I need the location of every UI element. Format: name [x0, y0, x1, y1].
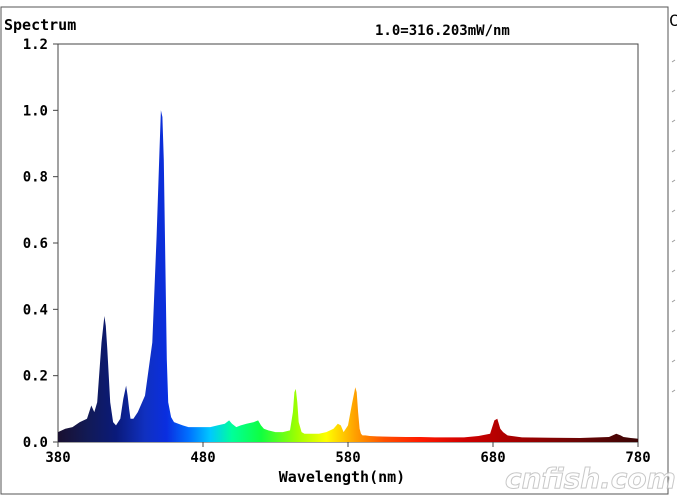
side-panel-mark [671, 359, 676, 363]
side-panel-mark [671, 299, 676, 303]
side-panel-mark [671, 59, 676, 63]
y-tick-label: 0.0 [23, 435, 48, 451]
y-axis: 0.0 0.2 0.4 0.6 0.8 1.0 1.2 [23, 37, 58, 451]
side-panel-mark [671, 269, 676, 273]
side-panel-mark [671, 179, 676, 183]
x-tick-label: 380 [45, 450, 70, 466]
y-tick-label: 0.8 [23, 170, 48, 186]
side-panel-header: C [669, 11, 677, 30]
side-panel-mark [671, 119, 676, 123]
y-tick-label: 0.4 [23, 302, 48, 318]
side-panel-marks [671, 59, 676, 393]
side-panel-mark [671, 209, 676, 213]
scale-annotation: 1.0=316.203mW/nm [375, 23, 510, 39]
side-panel-mark [671, 89, 676, 93]
x-tick-label: 480 [190, 450, 215, 466]
y-tick-label: 1.0 [23, 103, 48, 119]
side-panel-mark [671, 149, 676, 153]
plot-area [57, 43, 639, 443]
y-tick-label: 0.6 [23, 236, 48, 252]
x-axis: 380 480 580 680 780 [45, 442, 651, 466]
x-tick-label: 580 [335, 450, 360, 466]
x-tick-label: 780 [625, 450, 650, 466]
x-tick-label: 680 [480, 450, 505, 466]
watermark: cnfish.com [505, 462, 676, 495]
side-panel-mark [671, 329, 676, 333]
y-tick-label: 1.2 [23, 37, 48, 53]
x-axis-label: Wavelength(nm) [279, 468, 405, 486]
side-panel-mark [671, 389, 676, 393]
y-tick-label: 0.2 [23, 369, 48, 385]
side-panel-mark [671, 239, 676, 243]
chart-title: Spectrum [4, 16, 76, 34]
